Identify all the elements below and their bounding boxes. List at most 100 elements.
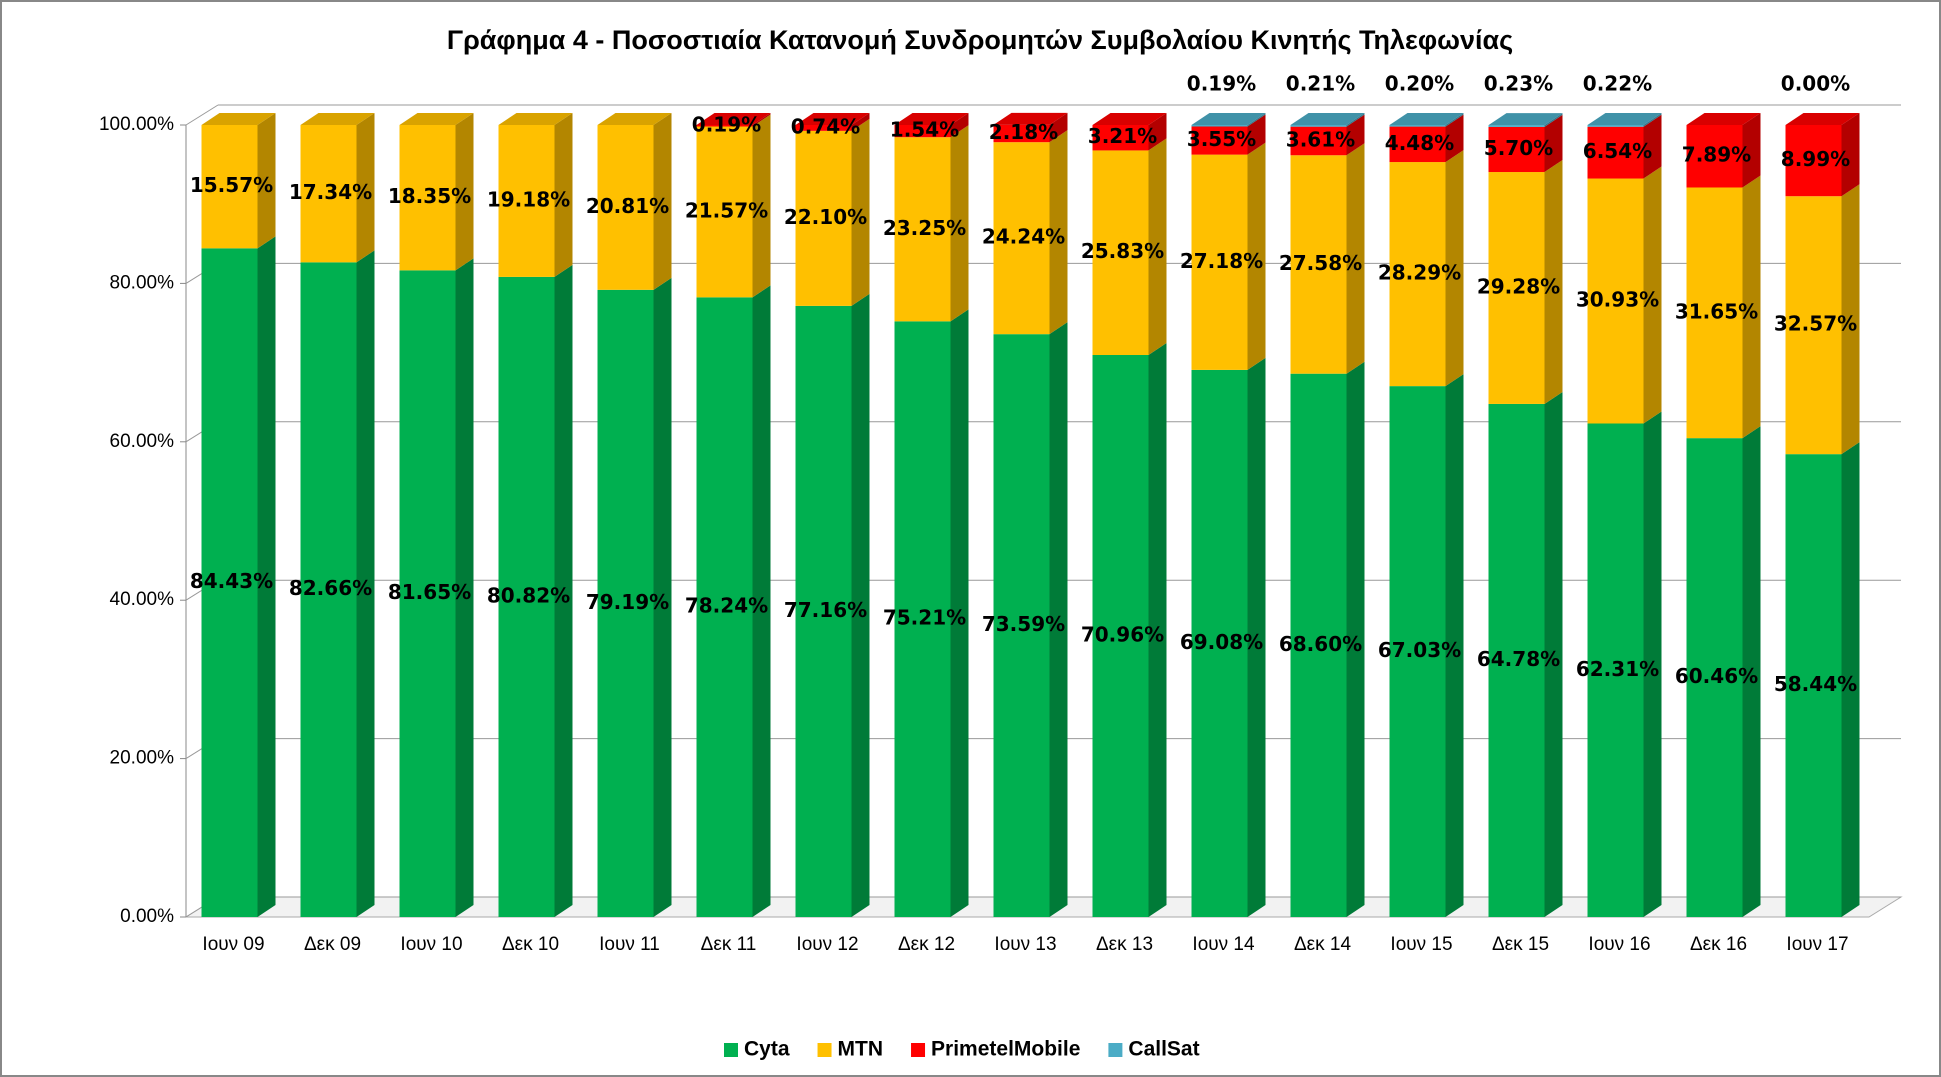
x-tick-label: Δεκ 12 [898,934,955,955]
x-tick-label: Δεκ 14 [1294,934,1352,955]
data-label: 17.34% [289,180,372,204]
bar-side [554,113,573,277]
x-tick-label: Δεκ 09 [304,934,361,955]
data-label: 0.74% [791,114,860,138]
bar-side [752,113,771,127]
legend-label: PrimetelMobile [931,1038,1080,1061]
bar-segment [1488,172,1545,404]
x-tick-label: Ιουν 09 [202,934,264,955]
bar-segment [300,262,357,918]
x-tick-label: Ιουν 14 [1192,934,1255,955]
data-label: 7.89% [1682,143,1751,167]
bar-segment [795,305,852,917]
bar-top [300,113,375,125]
data-label: 8.99% [1781,147,1850,171]
bar-segment [1389,125,1446,127]
bar-segment [696,297,753,917]
bar-side [851,293,870,917]
x-tick-label: Δεκ 10 [502,934,559,955]
bar-top [1290,113,1365,125]
bar-segment [1389,386,1446,917]
bar-side [1148,342,1167,917]
bar-segment [201,125,258,249]
bar-segment [696,126,753,298]
bar-side [1643,166,1662,424]
bar-segment [1290,155,1347,374]
data-label: 32.57% [1774,312,1857,336]
data-label: 21.57% [685,198,768,222]
bar-segment [1488,126,1545,173]
bar-side [1643,113,1662,127]
bar-segment [1389,126,1446,163]
bar-segment [1389,162,1446,387]
bar-top [993,112,1068,125]
legend-label: Cyta [744,1038,790,1061]
bar-top [498,113,573,125]
data-label: 15.57% [190,173,273,197]
bar-side [1841,442,1860,917]
bar-side [1049,112,1068,143]
bar-segment [993,334,1050,917]
legend-label: MTN [838,1038,884,1061]
bar-segment [498,276,555,917]
data-label: 27.58% [1279,251,1362,275]
data-label: 3.61% [1286,127,1355,151]
bar-segment [1785,196,1842,455]
bar-side [1247,142,1266,370]
bar-segment [1587,423,1644,917]
bar-segment [1587,178,1644,424]
bar-segment [1092,354,1149,917]
y-tick-label: 40.00% [110,589,175,610]
bar-segment [399,125,456,271]
data-label: 0.21% [1286,72,1355,96]
data-label: 2.18% [989,120,1058,144]
bar-side [1841,184,1860,455]
bar-segment [795,125,852,131]
bar-segment [1686,125,1743,188]
bar-side [1742,175,1761,439]
bar-top [795,113,870,125]
data-label: 24.24% [982,225,1065,249]
data-label: 4.48% [1385,131,1454,155]
x-tick-label: Δεκ 11 [701,934,757,955]
data-label: 28.29% [1378,261,1461,285]
data-label: 62.31% [1576,657,1659,681]
bar-segment [1290,125,1347,127]
bar-segment [399,270,456,917]
bar-side [1742,113,1761,188]
x-tick-label: Δεκ 15 [1492,934,1549,955]
data-label: 0.19% [1187,72,1256,96]
bar-top [1488,113,1563,126]
data-label: 79.19% [586,590,669,614]
bar-side [950,125,969,322]
data-label: 77.16% [784,598,867,622]
bar-side [1643,411,1662,917]
data-label: 75.21% [883,606,966,630]
bar-top [597,113,672,125]
bar-segment [1290,126,1347,156]
data-label: 81.65% [388,580,471,604]
data-label: 0.23% [1484,72,1553,96]
data-label: 82.66% [289,576,372,600]
legend-swatch [1108,1043,1123,1057]
bar-side [1544,160,1563,404]
data-label: 29.28% [1477,274,1560,298]
data-label: 0.22% [1583,72,1652,96]
data-label: 27.18% [1180,249,1263,273]
bar-side [1049,322,1068,917]
data-label: 58.44% [1774,672,1857,696]
bar-segment [1191,125,1248,127]
bar-segment [498,125,555,277]
chart-title: Γράφημα 4 - Ποσοστιαία Κατανομή Συνδρομη… [447,25,1513,55]
legend-swatch [724,1043,738,1057]
bar-side [1346,114,1365,156]
bar-side [257,113,276,249]
bar-side [752,114,771,298]
x-tick-label: Δεκ 13 [1096,934,1153,955]
bar-top [1785,113,1860,125]
bar-side [1247,113,1266,127]
bar-side [851,113,870,131]
y-tick-label: 80.00% [110,272,175,293]
data-label: 5.70% [1484,136,1553,160]
